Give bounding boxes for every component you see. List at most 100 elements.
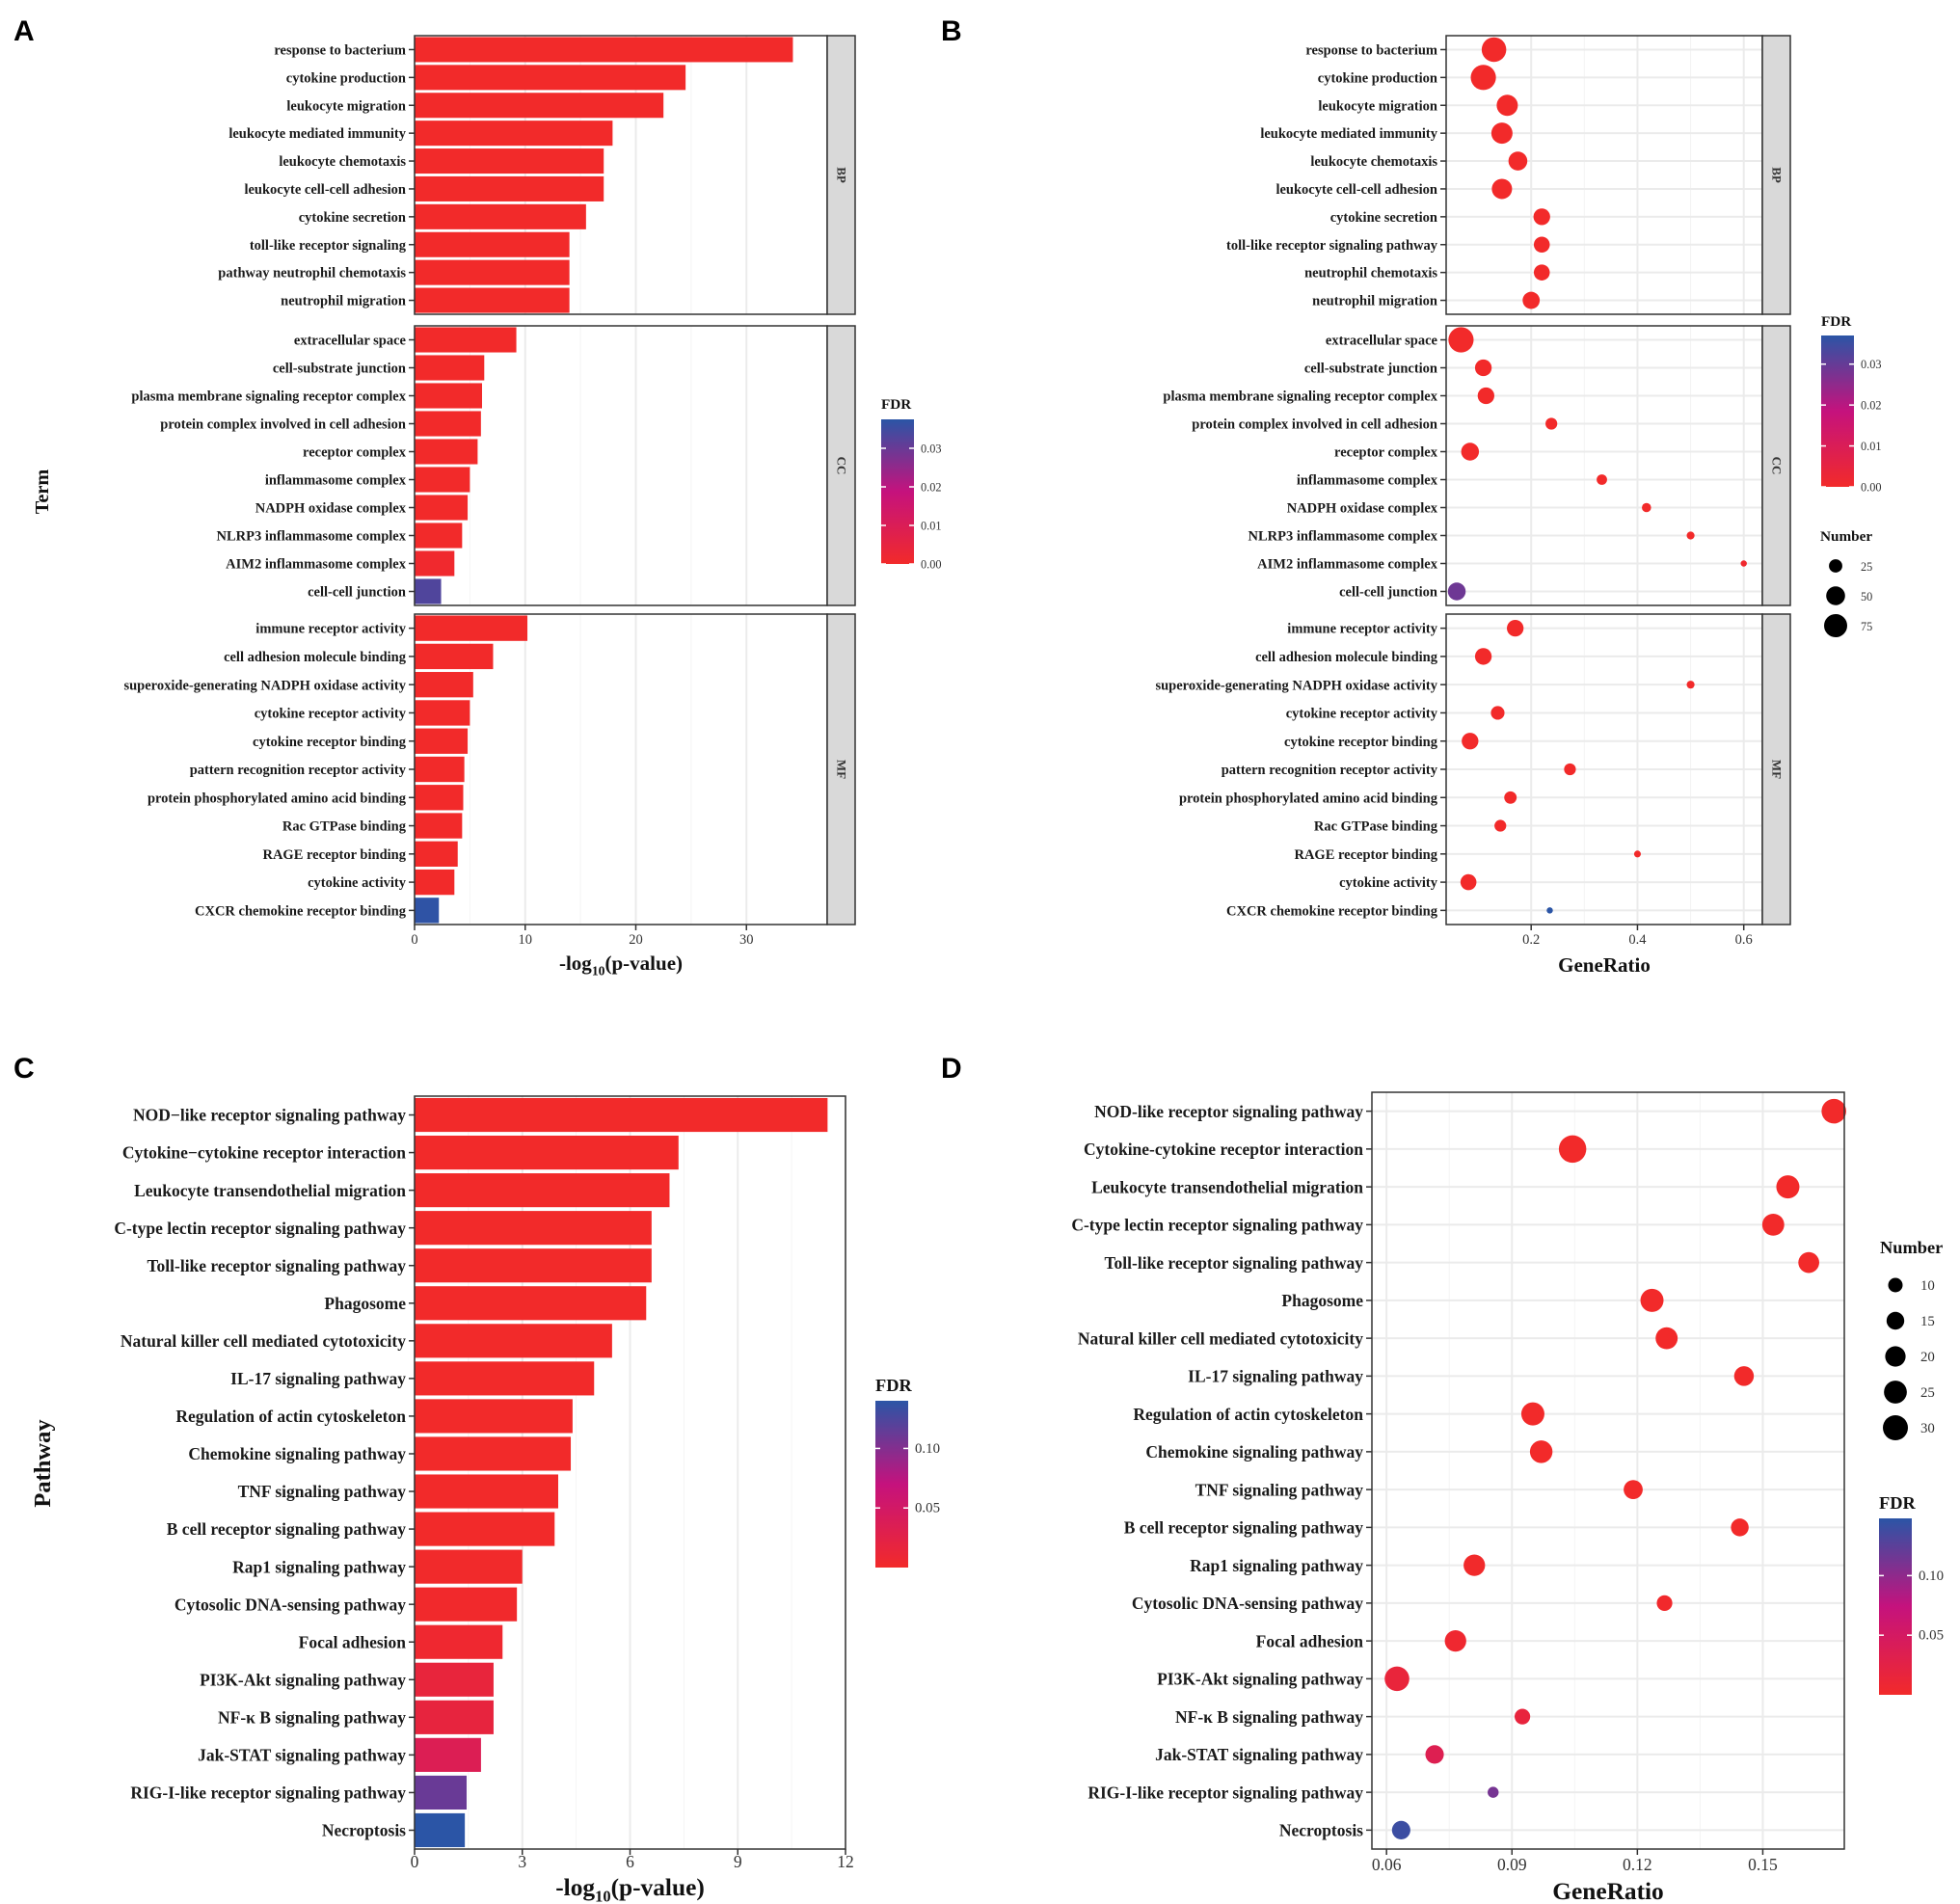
category-label: NOD−like receptor signaling pathway xyxy=(133,1106,406,1125)
category-label: protein complex involved in cell adhesio… xyxy=(1192,417,1437,433)
category-label: Leukocyte transendothelial migration xyxy=(134,1181,406,1200)
size-legend-title: Number xyxy=(1880,1238,1943,1257)
category-label: TNF signaling pathway xyxy=(238,1482,407,1501)
bar xyxy=(415,259,570,285)
bar xyxy=(415,1775,468,1810)
category-label: superoxide-generating NADPH oxidase acti… xyxy=(123,678,406,693)
bar xyxy=(415,841,458,867)
bar xyxy=(415,756,465,783)
x-axis-title: GeneRatio xyxy=(1558,953,1651,977)
facet-strip xyxy=(1761,613,1791,925)
category-label: Natural killer cell mediated cytotoxicit… xyxy=(121,1331,406,1351)
bar xyxy=(415,37,793,63)
category-label: Focal adhesion xyxy=(299,1632,407,1651)
dot xyxy=(1656,1595,1673,1611)
category-label: cytokine production xyxy=(286,70,406,86)
facet-strip xyxy=(826,613,856,925)
x-tick-label: 0.12 xyxy=(1623,1855,1652,1874)
category-label: Necroptosis xyxy=(1279,1821,1363,1840)
category-label: Cytosolic DNA-sensing pathway xyxy=(175,1595,406,1614)
dot xyxy=(1798,1251,1819,1274)
category-label: leukocyte migration xyxy=(286,98,406,114)
bar xyxy=(415,1136,679,1170)
x-tick-label: 0 xyxy=(411,1852,419,1871)
category-label: response to bacterium xyxy=(1305,43,1437,59)
dot xyxy=(1460,873,1477,891)
category-label: Phagosome xyxy=(324,1294,406,1313)
bar xyxy=(415,700,470,726)
category-label: NLRP3 inflammasome complex xyxy=(216,529,406,545)
color-bar-label: 0.01 xyxy=(921,520,942,533)
category-label: Focal adhesion xyxy=(1256,1631,1364,1650)
x-tick-label: 0.06 xyxy=(1372,1855,1402,1874)
dot xyxy=(1477,387,1495,405)
dot xyxy=(1640,1288,1664,1312)
category-label: protein phosphorylated amino acid bindin… xyxy=(148,791,407,806)
bar xyxy=(415,383,482,409)
x-tick-label: 0.15 xyxy=(1748,1855,1778,1874)
category-label: NLRP3 inflammasome complex xyxy=(1248,529,1437,545)
legend-title: FDR xyxy=(1879,1493,1916,1513)
category-label: PI3K-Akt signaling pathway xyxy=(1157,1670,1363,1689)
color-bar xyxy=(1879,1518,1912,1695)
bar xyxy=(415,439,478,465)
dot xyxy=(1821,1098,1846,1124)
category-label: cytokine receptor binding xyxy=(253,735,407,750)
bar xyxy=(415,1399,573,1434)
bar xyxy=(415,1474,558,1509)
dot xyxy=(1504,791,1517,804)
color-bar-label: 0.03 xyxy=(921,442,942,456)
dot xyxy=(1507,619,1524,637)
dot xyxy=(1490,706,1505,720)
x-axis-title-main: -log xyxy=(555,1874,595,1901)
panel-border xyxy=(1371,1091,1845,1850)
dot xyxy=(1522,291,1541,309)
category-label: cell adhesion molecule binding xyxy=(1255,650,1438,665)
category-label: plasma membrane signaling receptor compl… xyxy=(131,389,406,405)
dot xyxy=(1761,1213,1785,1236)
dot xyxy=(1463,1554,1486,1576)
x-tick-label: 3 xyxy=(518,1852,526,1871)
category-label: cytokine activity xyxy=(308,875,407,891)
dot xyxy=(1533,208,1550,226)
x-axis-title: GeneRatio xyxy=(1552,1878,1664,1904)
category-label: Jak-STAT signaling pathway xyxy=(198,1746,406,1765)
category-label: Rac GTPase binding xyxy=(1314,819,1438,835)
category-label: pattern recognition receptor activity xyxy=(1222,763,1438,778)
size-legend-label: 25 xyxy=(1920,1385,1935,1401)
bar xyxy=(415,1211,652,1246)
category-label: cytokine receptor binding xyxy=(1284,735,1438,750)
size-legend-label: 10 xyxy=(1920,1278,1935,1294)
category-label: leukocyte chemotaxis xyxy=(279,154,406,170)
bar xyxy=(415,672,473,698)
x-tick-label: 6 xyxy=(626,1852,634,1871)
panel-label-b: B xyxy=(941,15,962,47)
category-label: Cytokine-cytokine receptor interaction xyxy=(1084,1140,1363,1159)
bar xyxy=(415,1248,652,1283)
color-bar-label: 0.03 xyxy=(1861,358,1882,371)
dot xyxy=(1515,1708,1531,1725)
category-label: plasma membrane signaling receptor compl… xyxy=(1163,389,1437,405)
category-label: protein phosphorylated amino acid bindin… xyxy=(1179,791,1438,806)
size-legend-label: 30 xyxy=(1920,1421,1935,1436)
bar xyxy=(415,203,586,229)
x-axis-title-subscript: 10 xyxy=(595,1887,610,1904)
category-label: toll-like receptor signaling xyxy=(250,238,407,254)
dot xyxy=(1448,327,1474,353)
category-label: B cell receptor signaling pathway xyxy=(167,1519,406,1539)
dot xyxy=(1633,850,1641,858)
dot xyxy=(1496,94,1518,117)
category-label: NADPH oxidase complex xyxy=(1287,501,1438,517)
bar xyxy=(415,1662,494,1697)
bar xyxy=(415,869,455,896)
dot xyxy=(1731,1518,1749,1537)
category-label: CXCR chemokine receptor binding xyxy=(195,903,407,919)
x-axis-title-main: -log xyxy=(559,952,592,975)
facet-strip-label: MF xyxy=(1770,760,1785,779)
facet-strip xyxy=(826,325,856,606)
category-label: neutrophil migration xyxy=(281,294,406,309)
dot xyxy=(1444,1629,1466,1652)
category-label: cell-cell junction xyxy=(1339,585,1437,601)
category-label: leukocyte mediated immunity xyxy=(1260,126,1437,142)
category-label: IL-17 signaling pathway xyxy=(1188,1367,1363,1386)
